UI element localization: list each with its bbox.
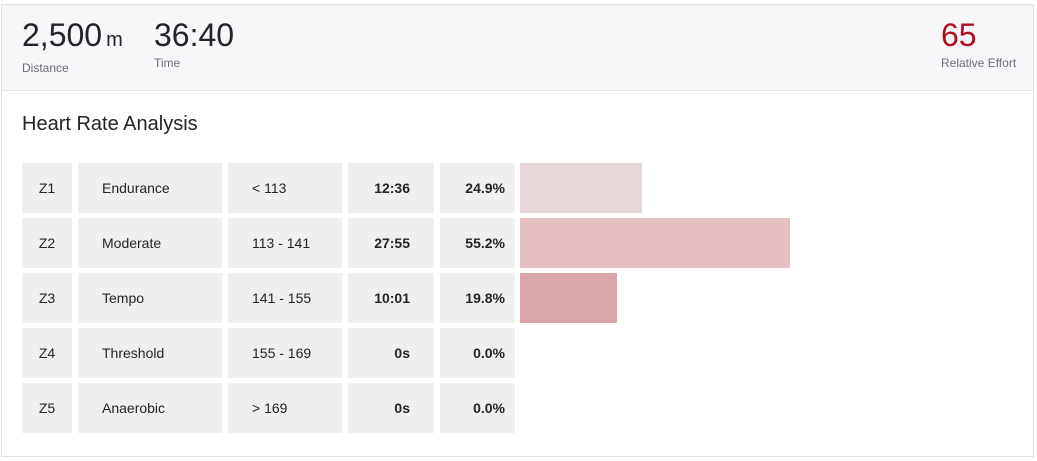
zone-bpm-range: 113 - 141 [228, 218, 342, 268]
time-stat: 36:40 Time [154, 16, 234, 70]
activity-card: 2,500 m Distance 36:40 Time 65 Relative E… [1, 4, 1034, 457]
zone-label: Z5 [22, 383, 72, 433]
zone-name: Moderate [78, 218, 222, 268]
zone-label: Z4 [22, 328, 72, 378]
distance-stat: 2,500 m Distance [22, 16, 123, 75]
zone-bar-track [520, 218, 1020, 268]
zone-label: Z1 [22, 163, 72, 213]
zone-bpm-range: > 169 [228, 383, 342, 433]
relative-effort-stat[interactable]: 65 Relative Effort [941, 16, 1016, 70]
zone-percent: 0.0% [440, 328, 515, 378]
zone-bar-track [520, 383, 1020, 433]
zone-time: 0s [348, 328, 434, 378]
distance-unit: m [106, 29, 123, 51]
zone-time: 27:55 [348, 218, 434, 268]
zone-bar-track [520, 273, 1020, 323]
zone-bar [520, 273, 617, 323]
zone-name: Tempo [78, 273, 222, 323]
zone-percent: 0.0% [440, 383, 515, 433]
distance-label: Distance [22, 61, 69, 75]
zone-time: 12:36 [348, 163, 434, 213]
distance-value: 2,500 [22, 17, 103, 53]
relative-effort-label: Relative Effort [941, 56, 1017, 70]
relative-effort-value: 65 [941, 17, 977, 53]
activity-stats-header: 2,500 m Distance 36:40 Time 65 Relative E… [2, 5, 1033, 91]
zone-bpm-range: 155 - 169 [228, 328, 342, 378]
zone-label: Z2 [22, 218, 72, 268]
zone-percent: 19.8% [440, 273, 515, 323]
distance-value-wrap: 2,500 m [22, 16, 123, 59]
zone-bpm-range: < 113 [228, 163, 342, 213]
zone-bar [520, 218, 790, 268]
time-value: 36:40 [154, 17, 235, 53]
zone-bar-track [520, 163, 1020, 213]
zone-percent: 55.2% [440, 218, 515, 268]
zone-bar [520, 163, 642, 213]
zone-label: Z3 [22, 273, 72, 323]
time-label: Time [154, 56, 181, 70]
heart-rate-analysis-title: Heart Rate Analysis [22, 113, 198, 135]
zone-name: Anaerobic [78, 383, 222, 433]
zone-percent: 24.9% [440, 163, 515, 213]
zone-time: 10:01 [348, 273, 434, 323]
zone-bar-track [520, 328, 1020, 378]
zone-name: Endurance [78, 163, 222, 213]
zone-bpm-range: 141 - 155 [228, 273, 342, 323]
zone-time: 0s [348, 383, 434, 433]
zone-name: Threshold [78, 328, 222, 378]
